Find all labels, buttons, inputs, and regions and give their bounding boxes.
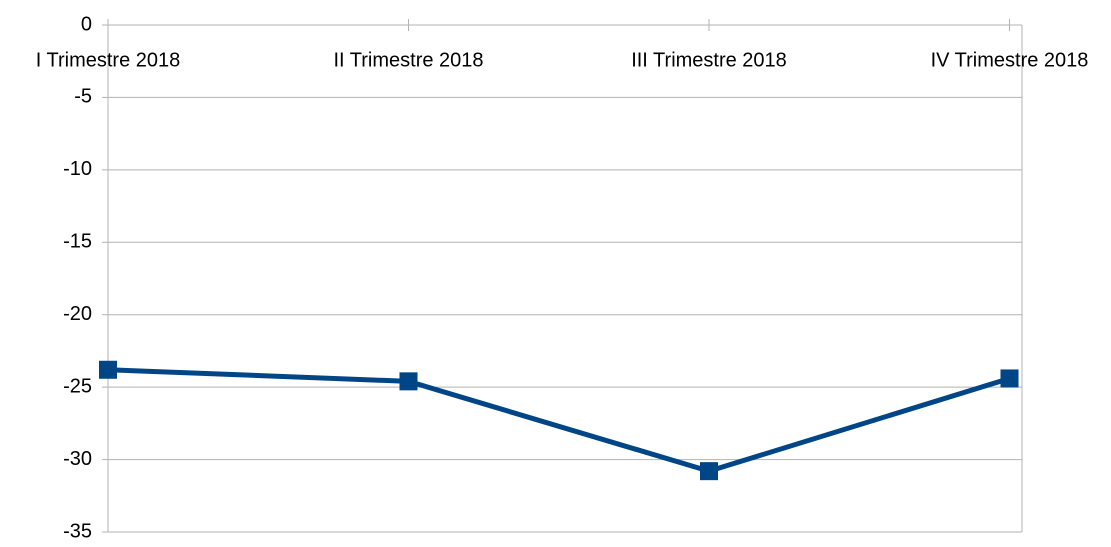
x-tick-label: IV Trimestre 2018 (931, 49, 1089, 71)
y-tick-label: 0 (81, 13, 92, 35)
y-tick-label: -10 (63, 158, 92, 180)
data-line (107, 367, 1011, 474)
y-tick-label: -30 (63, 448, 92, 470)
y-tick-label: -25 (63, 375, 92, 397)
x-tick-label: II Trimestre 2018 (333, 49, 483, 71)
x-tick-label: III Trimestre 2018 (631, 49, 787, 71)
y-tick-label: -20 (63, 303, 92, 325)
data-point (1000, 369, 1019, 388)
data-point (99, 360, 117, 379)
x-tick-label: I Trimestre 2018 (36, 49, 181, 71)
y-tick-label: -35 (63, 520, 92, 542)
data-point (700, 462, 718, 481)
y-tick-label: -15 (63, 231, 92, 253)
y-tick-label: -5 (74, 86, 92, 108)
data-point (399, 372, 418, 391)
